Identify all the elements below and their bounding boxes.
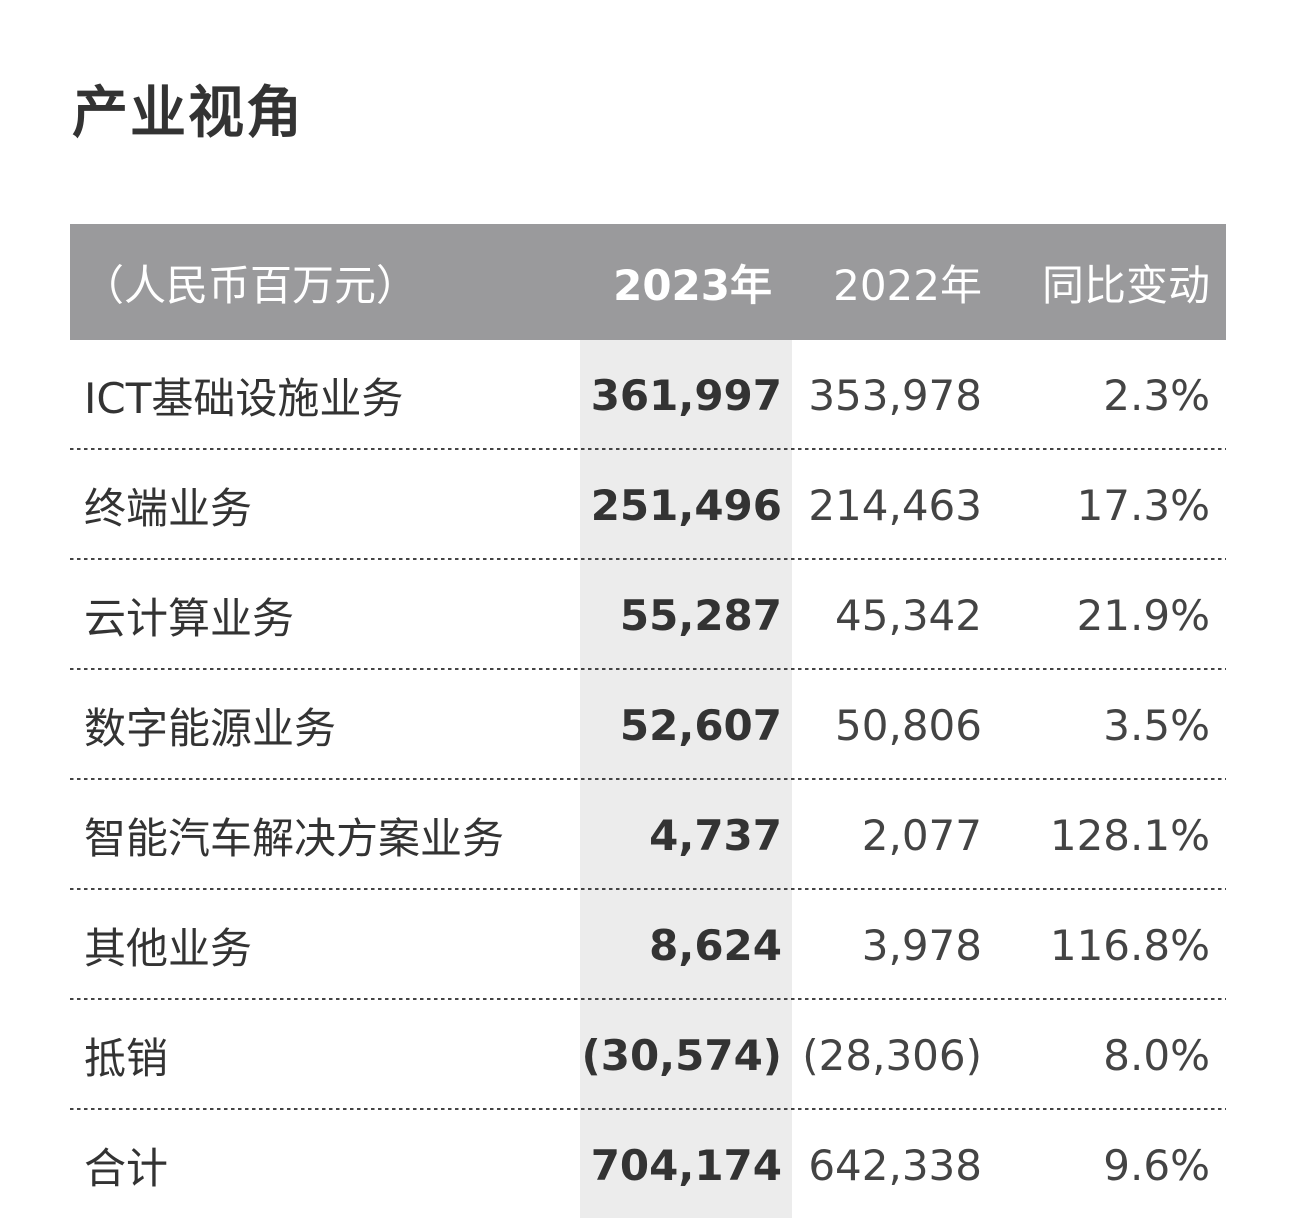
value-yoy: 9.6% bbox=[1103, 1140, 1210, 1190]
table-row: 终端业务 251,496 214,463 17.3% bbox=[70, 450, 1226, 560]
value-yoy: 3.5% bbox=[1103, 700, 1210, 750]
table-row-total: 合计 704,174 642,338 9.6% bbox=[70, 1110, 1226, 1220]
row-label: 抵销 bbox=[84, 1033, 169, 1083]
table-row: 其他业务 8,624 3,978 116.8% bbox=[70, 890, 1226, 1000]
row-label: 智能汽车解决方案业务 bbox=[84, 813, 505, 863]
value-2023: (30,574) bbox=[581, 1030, 782, 1080]
header-2022: 2022年 bbox=[833, 260, 982, 310]
value-2022: 45,342 bbox=[835, 590, 982, 640]
header-yoy-change: 同比变动 bbox=[1041, 260, 1210, 310]
value-yoy: 2.3% bbox=[1103, 370, 1210, 420]
value-2022: 2,077 bbox=[861, 810, 982, 860]
table-body: ICT基础设施业务 361,997 353,978 2.3% 终端业务 251,… bbox=[70, 340, 1226, 1220]
value-2022: 642,338 bbox=[808, 1140, 982, 1190]
header-2023: 2023年 bbox=[613, 260, 772, 310]
table-header-row: （人民币百万元） 2023年 2022年 同比变动 bbox=[70, 224, 1226, 340]
value-2022: (28,306) bbox=[802, 1030, 982, 1080]
industry-revenue-table: （人民币百万元） 2023年 2022年 同比变动 ICT基础设施业务 361,… bbox=[70, 224, 1226, 1220]
page-title: 产业视角 bbox=[72, 81, 304, 146]
value-yoy: 21.9% bbox=[1076, 590, 1210, 640]
value-2022: 353,978 bbox=[808, 370, 982, 420]
row-label: 终端业务 bbox=[84, 483, 253, 533]
row-label: 云计算业务 bbox=[84, 593, 295, 643]
table-row: 抵销 (30,574) (28,306) 8.0% bbox=[70, 1000, 1226, 1110]
row-label: 合计 bbox=[84, 1143, 169, 1193]
header-unit-label: （人民币百万元） bbox=[82, 260, 419, 310]
value-2023: 4,737 bbox=[649, 810, 782, 860]
row-label: 数字能源业务 bbox=[84, 703, 337, 753]
value-2023: 251,496 bbox=[590, 480, 782, 530]
value-yoy: 116.8% bbox=[1049, 920, 1210, 970]
value-2022: 214,463 bbox=[808, 480, 982, 530]
value-2023: 361,997 bbox=[590, 370, 782, 420]
table-row: 智能汽车解决方案业务 4,737 2,077 128.1% bbox=[70, 780, 1226, 890]
value-2023: 704,174 bbox=[590, 1140, 782, 1190]
value-2022: 50,806 bbox=[835, 700, 982, 750]
value-yoy: 128.1% bbox=[1049, 810, 1210, 860]
table-row: 数字能源业务 52,607 50,806 3.5% bbox=[70, 670, 1226, 780]
table-row: 云计算业务 55,287 45,342 21.9% bbox=[70, 560, 1226, 670]
value-yoy: 8.0% bbox=[1103, 1030, 1210, 1080]
row-label: ICT基础设施业务 bbox=[84, 373, 404, 423]
value-2023: 55,287 bbox=[619, 590, 782, 640]
value-2023: 8,624 bbox=[649, 920, 782, 970]
value-yoy: 17.3% bbox=[1076, 480, 1210, 530]
table-row: ICT基础设施业务 361,997 353,978 2.3% bbox=[70, 340, 1226, 450]
value-2022: 3,978 bbox=[861, 920, 982, 970]
value-2023: 52,607 bbox=[619, 700, 782, 750]
row-label: 其他业务 bbox=[84, 923, 253, 973]
